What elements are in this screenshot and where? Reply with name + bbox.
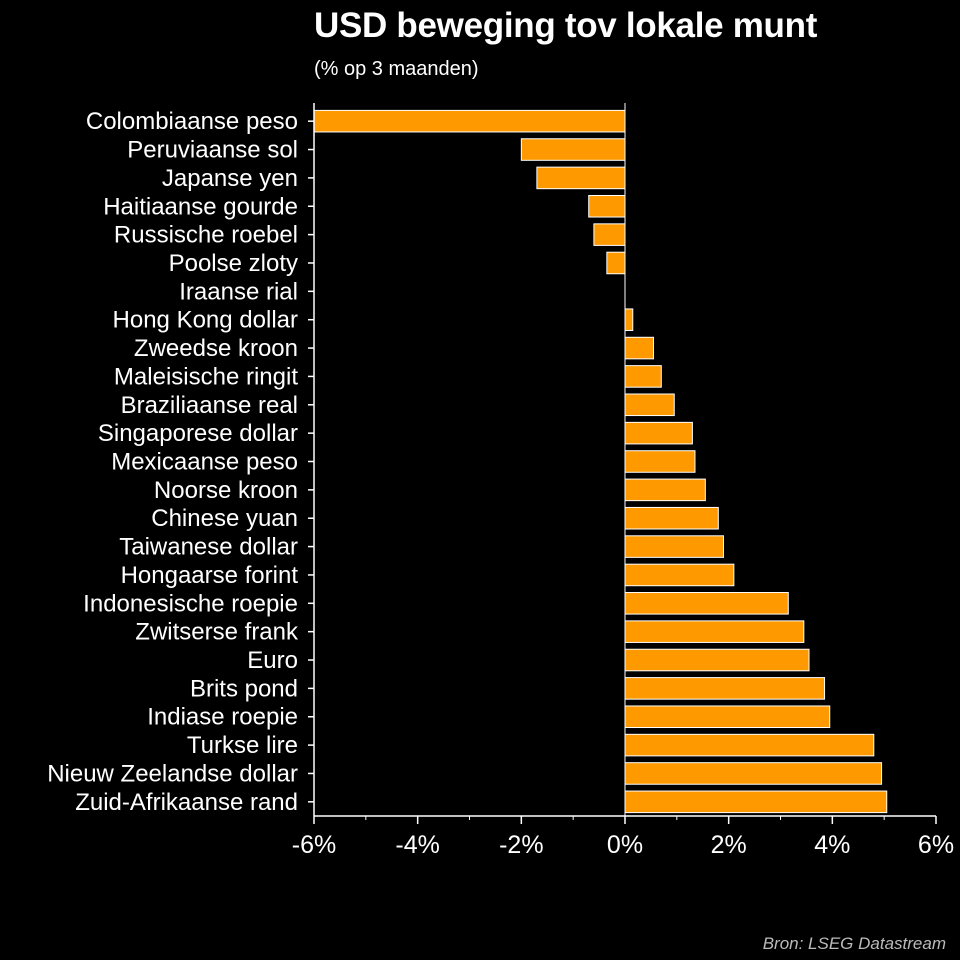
category-label: Mexicaanse peso [111,449,298,476]
category-label: Colombiaanse peso [86,108,298,135]
category-label: Maleisische ringit [114,363,298,390]
category-label: Euro [247,647,298,674]
category-label: Zwitserse frank [135,619,299,646]
bar [624,677,826,700]
category-label: Zuid-Afrikaanse rand [75,789,298,816]
bar [624,506,719,530]
category-label: Zweedse kroon [134,335,298,362]
category-label: Singaporese dollar [98,420,298,447]
category-label: Taiwanese dollar [119,534,298,561]
category-label: Nieuw Zeelandse dollar [47,760,298,787]
bar [520,138,626,161]
bar [624,648,810,672]
category-label: Turkse lire [187,732,298,759]
bars-group [313,109,888,814]
x-tick-label: -2% [499,831,543,859]
axes-group: -6% -4% -2% 0% 2% 4% 6% [292,103,954,859]
category-label: Peruviaanse sol [127,137,298,164]
bar [624,563,735,587]
chart-subtitle: (% op 3 maanden) [314,58,479,80]
bar [606,251,626,275]
bar [624,762,883,785]
category-label: Noorse kroon [154,477,298,504]
category-label: Hong Kong dollar [113,307,298,334]
bar [624,592,789,615]
bar [624,308,634,331]
bar [624,421,693,445]
bar [624,790,888,814]
bar [624,393,675,417]
category-label: Hongaarse forint [121,562,299,589]
category-label: Brits pond [190,675,298,702]
bar [624,733,875,757]
x-tick-label: 4% [814,831,850,859]
source-note: Bron: LSEG Datastream [762,934,946,953]
x-tick-label: -6% [292,831,336,859]
bar [624,450,696,473]
bar [624,535,724,558]
category-label: Braziliaanse real [121,392,298,419]
chart-title: USD beweging tov lokale munt [314,6,818,45]
bar [624,705,831,729]
category-label: Russische roebel [114,222,298,249]
category-label: Poolse zloty [169,250,298,277]
category-label: Chinese yuan [151,505,298,532]
category-label: Indiase roepie [147,704,298,731]
category-label: Haitiaanse gourde [103,193,298,220]
x-tick-label: -4% [395,831,439,859]
bar [313,109,626,133]
bar [624,620,805,643]
x-tick-label: 0% [607,831,643,859]
bar [624,478,706,502]
bar [588,194,626,218]
x-tick-label: 2% [711,831,747,859]
bar [624,365,662,388]
x-tick-label: 6% [918,831,954,859]
category-label: Iraanse rial [179,278,298,305]
category-label: Japanse yen [162,165,298,192]
bar [536,166,626,190]
bar [593,223,626,246]
category-label: Indonesische roepie [83,590,298,617]
bar [624,336,655,360]
